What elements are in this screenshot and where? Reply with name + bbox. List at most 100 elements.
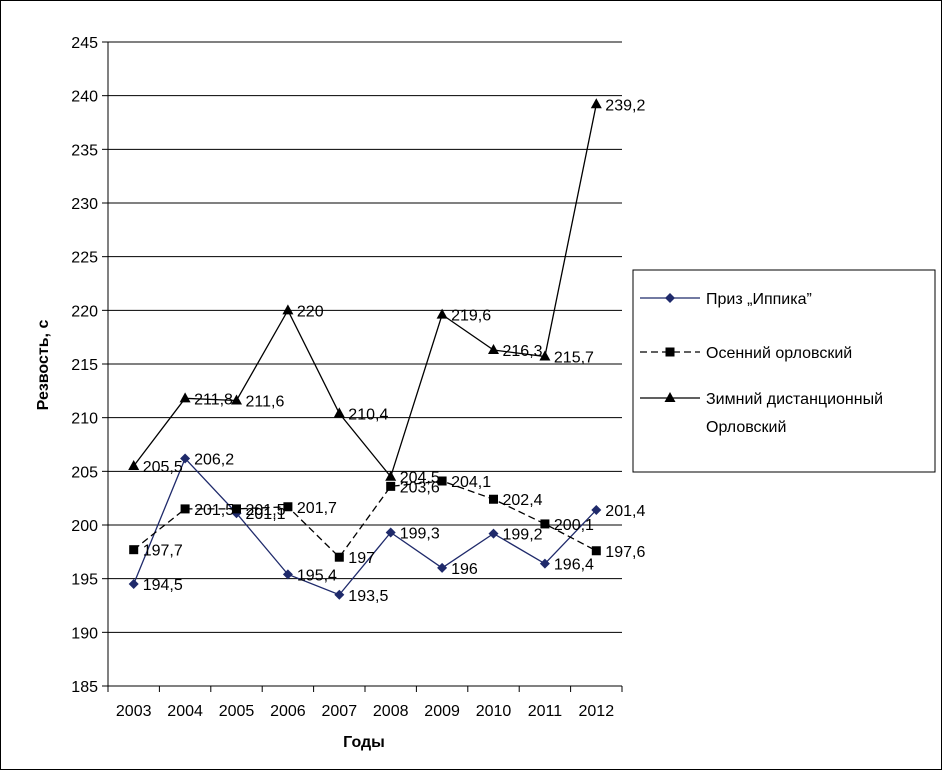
data-label: 196 [451, 561, 478, 578]
data-label: 202,4 [503, 492, 543, 509]
y-tick-label: 240 [71, 89, 98, 106]
x-tick-label: 2010 [476, 703, 512, 720]
triangle-marker [488, 344, 499, 355]
series-group [128, 98, 602, 600]
data-label: 211,8 [194, 391, 233, 408]
data-label: 201,5 [194, 502, 234, 519]
data-label: 196,4 [554, 557, 594, 574]
diamond-marker [128, 579, 139, 590]
y-tick-label: 235 [71, 142, 98, 159]
triangle-marker [385, 470, 397, 481]
data-label: 199,3 [400, 526, 440, 543]
y-tick-label: 195 [71, 572, 98, 589]
data-label: 210,4 [348, 406, 388, 423]
square-marker [437, 476, 447, 486]
y-tick-label: 245 [71, 35, 98, 52]
y-tick-label: 190 [71, 625, 98, 642]
data-label: 203,6 [400, 479, 440, 496]
legend: Приз „Иппика” Осенний орловский Зимний дис… [632, 269, 936, 473]
square-marker [386, 481, 396, 491]
diamond-marker [665, 293, 675, 303]
data-label: 194,5 [143, 577, 183, 594]
data-label: 201,1 [246, 506, 286, 523]
x-tick-label: 2005 [219, 703, 255, 720]
x-axis-title: Годы [343, 734, 385, 751]
diamond-marker [488, 528, 499, 539]
data-label: 216,3 [503, 343, 543, 360]
triangle-marker [179, 392, 191, 403]
square-marker [129, 545, 139, 555]
data-label: 211,6 [246, 393, 285, 410]
square-marker [489, 494, 498, 504]
x-tick-label: 2008 [373, 703, 409, 720]
data-label: 219,6 [451, 308, 491, 325]
square-marker [540, 519, 550, 529]
data-label: 199,2 [503, 527, 543, 544]
triangle-marker [436, 308, 448, 319]
data-label: 197,7 [143, 543, 183, 560]
diamond-marker [385, 527, 396, 538]
triangle-marker [590, 98, 602, 109]
diamond-marker [539, 558, 550, 569]
data-label: 239,2 [605, 97, 645, 114]
data-labels: 194,5 206,2 201,1 195,4 193,5 199,3 196 199,2 19… [143, 97, 646, 605]
y-tick-label: 205 [71, 464, 98, 481]
data-label: 197,6 [605, 544, 645, 561]
series-line [133, 480, 597, 559]
legend-entry: Зимний дистанционный Орловский [640, 391, 883, 436]
data-label: 201,7 [297, 500, 337, 517]
legend-label: Приз „Иппика” [706, 291, 812, 308]
axes: 185 190 195 200 205 210 215 220 225 230 235 240 245 2… [71, 35, 623, 720]
y-axis-title: Резвость, с [35, 320, 52, 411]
data-label: 204,5 [400, 470, 440, 487]
data-label: 205,5 [143, 459, 183, 476]
legend-label: Осенний орловский [706, 345, 852, 362]
legend-label: Орловский [706, 419, 786, 436]
data-label: 206,2 [194, 451, 234, 468]
y-tick-label: 215 [71, 357, 98, 374]
x-tick-label: 2006 [270, 703, 306, 720]
square-marker [232, 504, 241, 514]
square-marker [334, 552, 344, 562]
series-line [133, 457, 597, 596]
y-tick-label: 230 [71, 196, 98, 213]
series-2 [129, 476, 601, 562]
x-tick-label: 2012 [579, 703, 615, 720]
data-label: 201,5 [246, 502, 286, 519]
y-tick-label: 185 [71, 679, 98, 696]
x-tick-label: 2007 [322, 703, 358, 720]
y-tick-label: 225 [71, 250, 98, 267]
legend-entry: Осенний орловский [640, 345, 852, 362]
square-marker [591, 546, 601, 556]
diamond-marker [437, 562, 448, 573]
data-label: 215,7 [554, 349, 594, 366]
series-line [133, 104, 597, 479]
x-tick-label: 2004 [167, 703, 203, 720]
y-tick-label: 220 [71, 303, 98, 320]
diamond-marker [180, 453, 191, 464]
triangle-marker [333, 407, 345, 418]
y-tick-label: 210 [71, 411, 98, 428]
legend-box [632, 269, 936, 473]
triangle-marker [231, 394, 242, 405]
data-label: 197 [348, 550, 375, 567]
legend-label: Зимний дистанционный [706, 391, 883, 408]
square-marker [180, 504, 190, 514]
square-marker [283, 502, 293, 512]
diamond-marker [591, 504, 602, 515]
data-label: 195,4 [297, 567, 337, 584]
data-label: 220 [297, 303, 324, 320]
legend-entry: Приз „Иппика” [640, 291, 812, 308]
x-tick-label: 2003 [116, 703, 152, 720]
gridlines [108, 41, 622, 633]
data-label: 204,1 [451, 474, 491, 491]
x-tick-label: 2011 [528, 703, 563, 720]
data-label: 200,1 [554, 517, 594, 534]
triangle-marker [128, 459, 140, 470]
x-tick-label: 2009 [424, 703, 460, 720]
triangle-marker [539, 350, 551, 361]
data-label: 201,4 [605, 503, 645, 520]
triangle-marker [664, 392, 676, 402]
series-3 [128, 98, 602, 481]
